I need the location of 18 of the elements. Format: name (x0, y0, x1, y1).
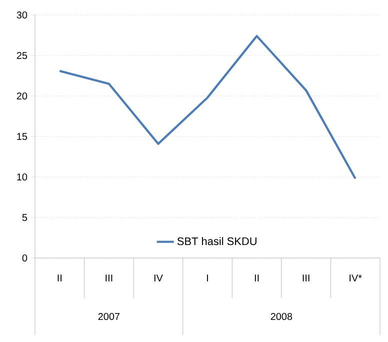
x-tick-label: IV* (350, 274, 362, 282)
x-tick-label: III (106, 274, 112, 282)
y-tick-label: 20 (16, 92, 28, 100)
y-tick-label: 15 (17, 133, 28, 140)
x-tick-label: III (302, 274, 310, 282)
y-tick-label: 5 (22, 214, 28, 221)
y-tick-label: 25 (16, 52, 28, 60)
text: 2008 (270, 312, 292, 320)
x-tick-label: IV (154, 274, 163, 282)
text: 2007 (98, 312, 120, 320)
x-tick-label: II (58, 274, 62, 282)
x-tick-label: I (207, 274, 208, 282)
y-tick-label: 10 (17, 173, 28, 181)
y-tick-label: 0 (22, 254, 28, 262)
line-series (58, 34, 356, 180)
x-tick-label: II (254, 274, 259, 282)
legend-label: SBT hasil SKDU (177, 237, 256, 246)
y-tick-label: 30 (16, 11, 28, 19)
